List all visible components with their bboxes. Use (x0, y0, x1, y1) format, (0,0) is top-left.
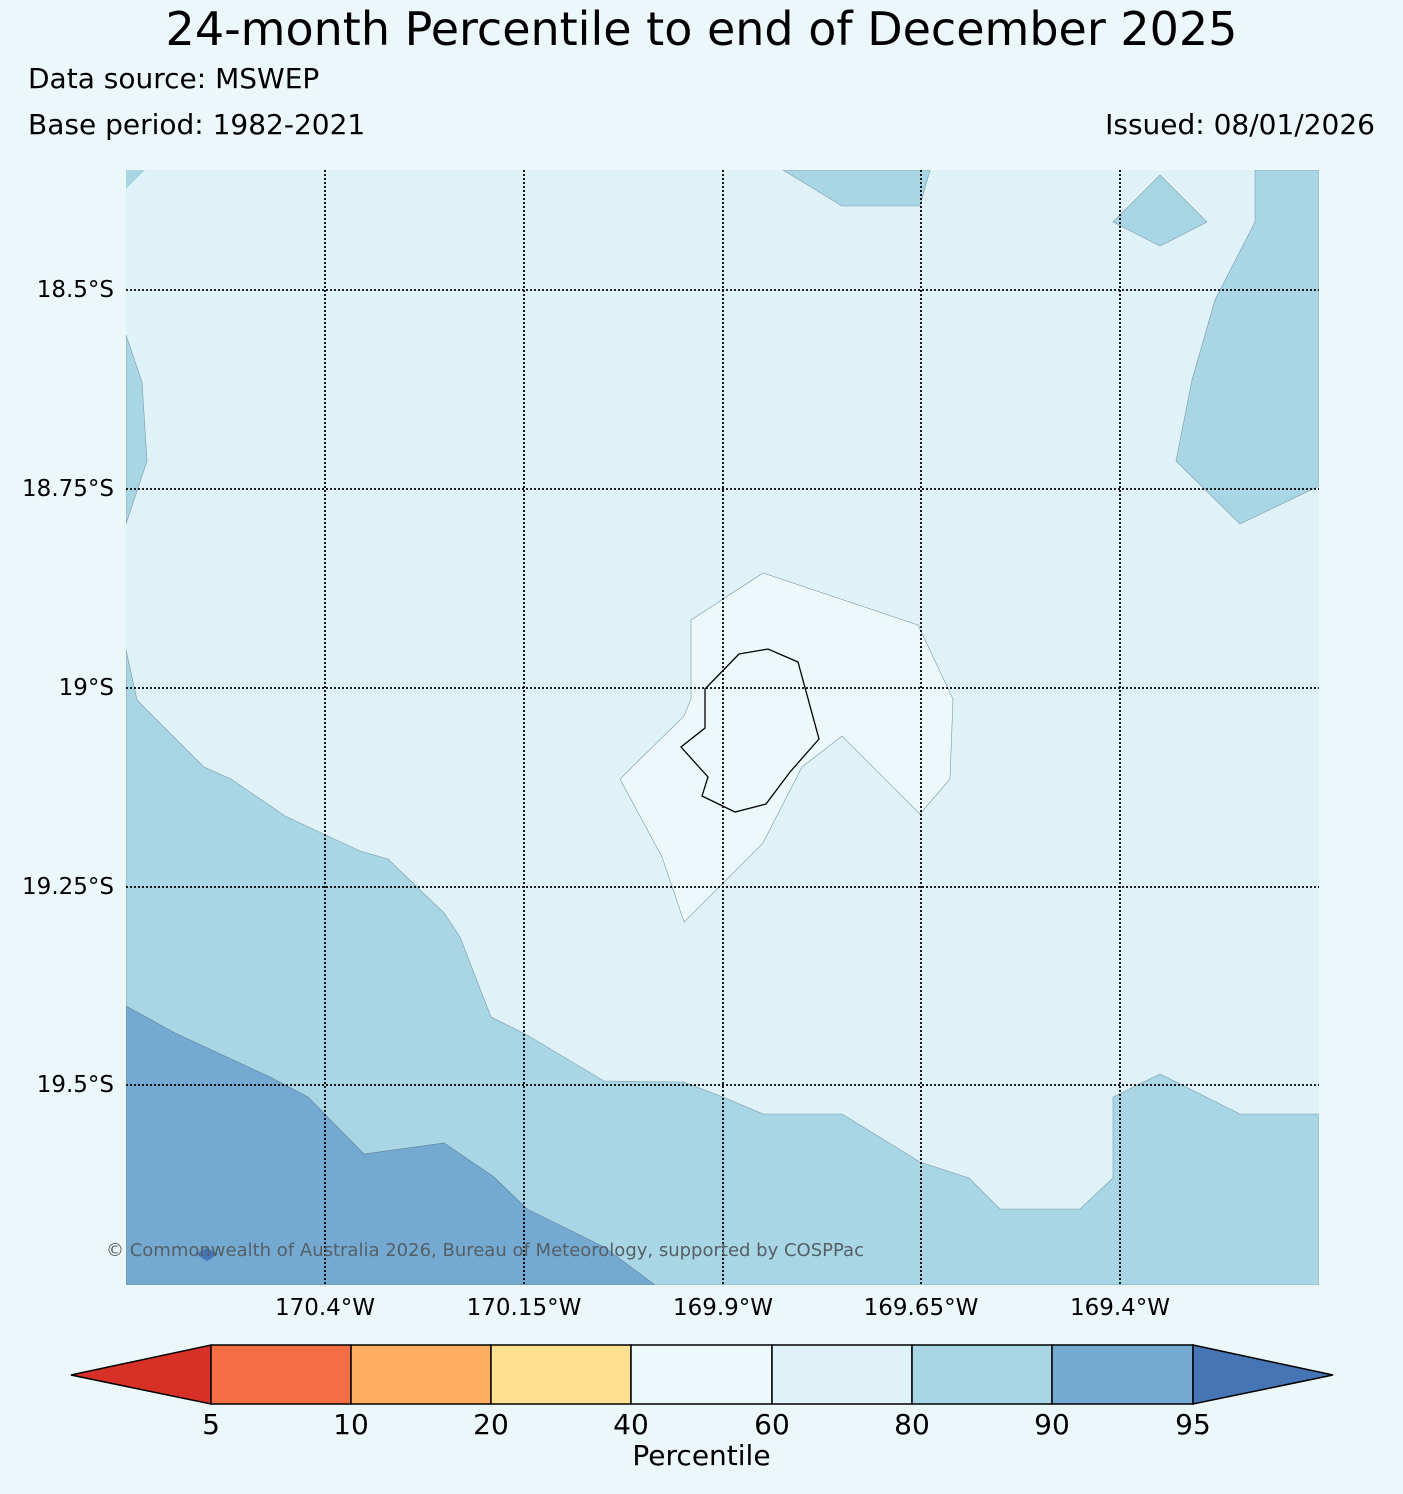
colorbar-tick-60: 60 (754, 1408, 790, 1441)
colorbar-swatch-below-5 (70, 1344, 212, 1405)
base-period-label: Base period: 1982-2021 (28, 108, 366, 141)
colorbar-swatch-90-95 (1051, 1344, 1194, 1405)
colorbar-tick-80: 80 (894, 1408, 930, 1441)
island-coastline (680, 648, 820, 813)
region-90-95-bottom-left (126, 1005, 656, 1285)
lat-label-19.5: 19.5°S (36, 1072, 114, 1098)
lon-label-169.9: 169.9°W (672, 1295, 774, 1321)
region-95-plus-spot (196, 1248, 218, 1261)
colorbar-tick-40: 40 (613, 1408, 649, 1441)
colorbar-swatch-80-90 (911, 1344, 1053, 1405)
copyright-notice: © Commonwealth of Australia 2026, Bureau… (106, 1240, 864, 1261)
colorbar-tick-5: 5 (202, 1408, 220, 1441)
map-title: 24-month Percentile to end of December 2… (165, 2, 1238, 56)
region-80-90-bottom (126, 649, 1319, 1285)
region-80-90-diamond (1112, 174, 1208, 247)
region-80-90-left (126, 334, 148, 525)
colorbar-tick-95: 95 (1175, 1408, 1211, 1441)
lon-label-170.15: 170.15°W (466, 1295, 582, 1321)
lon-label-169.65: 169.65°W (863, 1295, 979, 1321)
lat-label-19: 19°S (58, 675, 114, 701)
data-source-label: Data source: MSWEP (28, 62, 320, 95)
colorbar-swatch-10-20 (350, 1344, 492, 1405)
colorbar-tick-10: 10 (333, 1408, 369, 1441)
colorbar-swatch-20-40 (490, 1344, 632, 1405)
graticule (126, 170, 1319, 1285)
lat-label-18.5: 18.5°S (36, 277, 114, 303)
colorbar-tick-20: 20 (473, 1408, 509, 1441)
region-40-60-island (619, 572, 954, 923)
colorbar-swatch-60-80 (771, 1344, 913, 1405)
colorbar-tick-90: 90 (1034, 1408, 1070, 1441)
colorbar-swatch-5-10 (210, 1344, 352, 1405)
colorbar-swatch-40-60 (630, 1344, 773, 1405)
lat-label-18.75: 18.75°S (22, 476, 114, 502)
lon-label-169.4: 169.4°W (1069, 1295, 1171, 1321)
colorbar-label: Percentile (632, 1439, 771, 1472)
lon-label-170.4: 170.4°W (274, 1295, 376, 1321)
issued-date-label: Issued: 08/01/2026 (1105, 108, 1375, 141)
region-80-90-right (1175, 170, 1319, 525)
lat-label-19.25: 19.25°S (22, 874, 114, 900)
region-80-90-top (782, 170, 931, 207)
region-80-90-top-left-corner (126, 170, 145, 189)
colorbar (70, 1344, 1334, 1405)
colorbar-swatch-above-95 (1192, 1344, 1334, 1405)
